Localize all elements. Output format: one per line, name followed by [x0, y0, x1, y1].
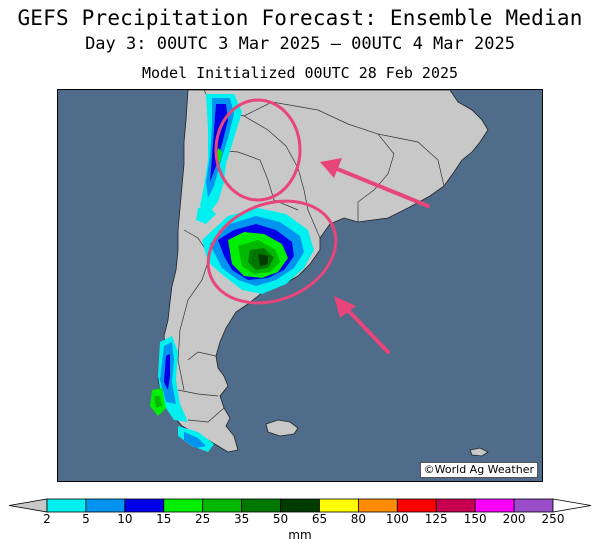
colorbar-tick-label: 25 — [195, 512, 211, 526]
colorbar-swatch — [85, 498, 126, 513]
colorbar-tick-label: 2 — [43, 512, 51, 526]
colorbar-tick-label: 200 — [502, 512, 526, 526]
colorbar-tick-label: 100 — [385, 512, 409, 526]
colorbar-units: mm — [288, 528, 312, 542]
colorbar-swatch — [513, 498, 554, 513]
annotation-arrow-south — [340, 302, 390, 354]
colorbar-over-arrow — [552, 498, 592, 513]
falklands — [265, 419, 299, 437]
map-svg — [150, 90, 489, 457]
precipitation-map: ©World Ag Weather — [57, 89, 543, 482]
colorbar-swatch — [474, 498, 515, 513]
colorbar-tick-label: 15 — [156, 512, 172, 526]
map-credit: ©World Ag Weather — [419, 462, 538, 478]
valid-period: Day 3: 00UTC 3 Mar 2025 — 00UTC 4 Mar 20… — [85, 34, 515, 54]
colorbar-tick-label: 125 — [424, 512, 448, 526]
colorbar-tick-label: 5 — [82, 512, 90, 526]
annotation-circle-south — [206, 199, 338, 305]
colorbar-swatch — [241, 498, 281, 513]
colorbar-tick-label: 80 — [350, 512, 367, 526]
precip-shading — [150, 94, 314, 452]
annotation-arrow-north — [328, 164, 430, 208]
annotation-circle-north — [214, 98, 302, 202]
colorbar-swatch — [280, 498, 320, 513]
colorbar-tick-label: 250 — [541, 512, 565, 526]
colorbar-swatch — [319, 498, 359, 513]
chart-title: GEFS Precipitation Forecast: Ensemble Me… — [17, 6, 583, 30]
colorbar-swatch — [46, 498, 87, 513]
colorbar-swatch — [357, 498, 398, 513]
annotations — [206, 98, 430, 354]
colorbar-swatch — [163, 498, 204, 513]
colorbar-swatch — [202, 498, 243, 513]
colorbar-swatch — [396, 498, 437, 513]
colorbar-under-arrow — [8, 498, 48, 513]
south-georgia — [469, 447, 489, 457]
colorbar-tick-label: 35 — [233, 512, 250, 526]
colorbar-swatch — [124, 498, 165, 513]
colorbar — [8, 498, 592, 513]
annotation-arrowhead-north — [320, 158, 342, 178]
colorbar-tick-label: 65 — [311, 512, 328, 526]
colorbar-tick-label: 150 — [463, 512, 487, 526]
model-init: Model Initialized 00UTC 28 Feb 2025 — [141, 64, 459, 82]
colorbar-tick-label: 10 — [117, 512, 133, 526]
colorbar-swatch — [435, 498, 476, 513]
annotation-arrowhead-south — [334, 296, 356, 318]
colorbar-tick-label: 50 — [272, 512, 289, 526]
